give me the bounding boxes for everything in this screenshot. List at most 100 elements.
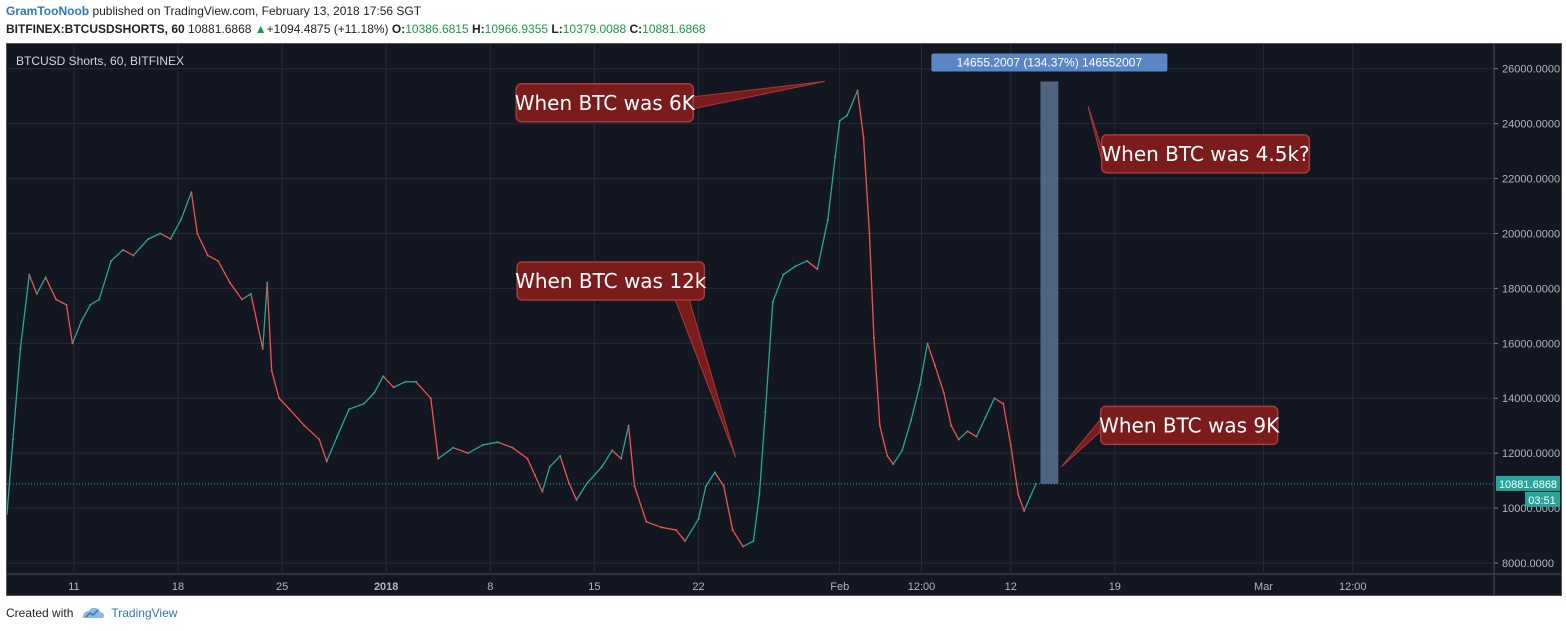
price-segment bbox=[373, 375, 384, 394]
tradingview-brand-label: TradingView bbox=[111, 606, 178, 620]
price-segment bbox=[782, 265, 796, 276]
price-point bbox=[627, 424, 630, 427]
price-segment bbox=[541, 466, 551, 492]
open-value: 10386.6815 bbox=[405, 22, 469, 36]
price-segment bbox=[827, 156, 836, 220]
price-point bbox=[55, 298, 58, 301]
price-segment bbox=[278, 397, 291, 410]
x-tick-label: 15 bbox=[588, 581, 600, 593]
price-change: +1094.4875 (+11.18%) bbox=[266, 22, 389, 36]
price-segment bbox=[241, 293, 252, 300]
price-point bbox=[325, 460, 328, 463]
price-point bbox=[19, 347, 22, 350]
author-link[interactable]: GramTooNoob bbox=[6, 4, 90, 18]
price-point bbox=[362, 402, 365, 405]
price-point bbox=[65, 303, 68, 306]
price-segment bbox=[794, 260, 808, 268]
close-label: C: bbox=[629, 22, 643, 36]
price-segment bbox=[705, 472, 716, 487]
price-point bbox=[886, 454, 889, 457]
x-tick-label: Mar bbox=[1254, 581, 1273, 593]
price-point bbox=[764, 410, 767, 413]
price-point bbox=[437, 457, 440, 460]
price-segment bbox=[336, 408, 350, 437]
price-point bbox=[782, 273, 785, 276]
price-point bbox=[771, 301, 774, 304]
y-tick-label: 26000.0000 bbox=[1502, 64, 1560, 76]
price-point bbox=[98, 298, 101, 301]
price-point bbox=[89, 303, 92, 306]
price-point bbox=[429, 397, 432, 400]
y-tick-label: 18000.0000 bbox=[1502, 283, 1560, 295]
price-point bbox=[722, 485, 725, 488]
price-segment bbox=[846, 90, 859, 116]
price-segment bbox=[892, 450, 903, 465]
tradingview-link[interactable]: TradingView bbox=[81, 606, 177, 620]
price-segment bbox=[318, 439, 328, 462]
price-point bbox=[868, 232, 871, 235]
price-segment bbox=[994, 397, 1004, 405]
price-point bbox=[892, 463, 895, 466]
price-point bbox=[44, 276, 47, 279]
price-segment bbox=[1023, 496, 1031, 512]
x-tick-label: 25 bbox=[276, 581, 288, 593]
price-point bbox=[159, 232, 162, 235]
symbol-name: BITFINEX:BTCUSDSHORTS, 60 bbox=[6, 22, 185, 36]
price-point bbox=[1023, 509, 1026, 512]
price-segment bbox=[661, 526, 677, 531]
price-point bbox=[511, 446, 514, 449]
price-segment bbox=[816, 219, 829, 270]
price-point bbox=[993, 397, 996, 400]
price-point bbox=[392, 386, 395, 389]
measure-label: 14655.2007 (134.37%) 146552007 bbox=[957, 55, 1143, 69]
change-arrow-icon: ▲ bbox=[254, 22, 267, 36]
callout-text: When BTC was 9K bbox=[1099, 413, 1280, 437]
chart-frame[interactable]: 8000.0000 10000.0000 12000.0000 14000.0000 1… bbox=[6, 43, 1562, 596]
price-segment bbox=[382, 375, 395, 388]
price-segment bbox=[752, 494, 761, 542]
price-point bbox=[957, 438, 960, 441]
price-point bbox=[806, 259, 809, 262]
price-segment bbox=[758, 411, 767, 495]
x-tick-label: 18 bbox=[172, 581, 184, 593]
y-tick-label: 20000.0000 bbox=[1502, 228, 1560, 240]
price-point bbox=[600, 465, 603, 468]
price-point bbox=[704, 485, 707, 488]
price-segment bbox=[190, 192, 198, 234]
price-segment bbox=[169, 219, 182, 240]
price-point bbox=[179, 218, 182, 221]
price-segment bbox=[132, 238, 149, 256]
price-segment bbox=[217, 260, 231, 284]
price-segment bbox=[723, 485, 734, 531]
price-segment bbox=[80, 304, 91, 322]
price-point bbox=[196, 232, 199, 235]
price-segment bbox=[482, 441, 498, 446]
low-value: 10379.0088 bbox=[562, 22, 627, 36]
price-point bbox=[846, 114, 849, 117]
x-tick-label: 12 bbox=[1005, 581, 1017, 593]
price-point bbox=[217, 259, 220, 262]
price-point bbox=[834, 155, 837, 158]
y-tick-label: 22000.0000 bbox=[1502, 174, 1560, 186]
price-point bbox=[872, 336, 875, 339]
price-segment bbox=[147, 232, 161, 240]
price-segment bbox=[684, 518, 700, 542]
price-point bbox=[794, 265, 797, 268]
price-point bbox=[348, 408, 351, 411]
countdown-label: 03:51 bbox=[1528, 495, 1556, 507]
price-point bbox=[675, 529, 678, 532]
price-segment bbox=[764, 302, 774, 413]
price-point bbox=[452, 446, 455, 449]
price-segment bbox=[886, 455, 894, 465]
price-segment bbox=[36, 277, 47, 295]
price-point bbox=[278, 397, 281, 400]
published-text: published on TradingView.com, February 1… bbox=[92, 4, 422, 18]
x-tick-label: 11 bbox=[68, 581, 79, 593]
price-chart[interactable]: 8000.000010000.000012000.000014000.00001… bbox=[6, 44, 1561, 595]
price-segment bbox=[873, 337, 881, 426]
price-point bbox=[35, 292, 38, 295]
price-point bbox=[373, 391, 376, 394]
price-segment bbox=[772, 274, 784, 303]
price-segment bbox=[71, 321, 82, 344]
y-tick-label: 16000.0000 bbox=[1502, 338, 1560, 350]
